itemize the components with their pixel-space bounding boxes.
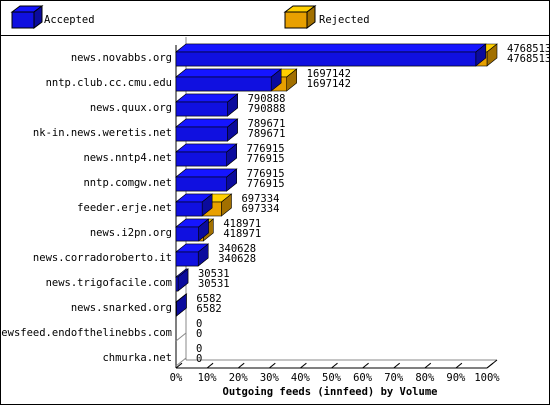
value-label: 4768513 bbox=[507, 53, 550, 65]
value-label: 6582 bbox=[196, 293, 221, 305]
bar bbox=[175, 226, 199, 242]
value-label: 1697142 bbox=[307, 68, 351, 80]
bar-top bbox=[175, 93, 239, 103]
x-tick-label: 10% bbox=[198, 372, 218, 384]
y-tick-label: news.quux.org bbox=[90, 102, 172, 114]
value-label: 790888 bbox=[248, 103, 286, 115]
bar bbox=[175, 176, 227, 192]
x-tick-label: 100% bbox=[474, 372, 500, 384]
y-tick-label: news.novabbs.org bbox=[71, 52, 172, 64]
y-tick-label: news.trigofacile.com bbox=[46, 277, 172, 289]
y-tick-label: nntp.club.cc.cmu.edu bbox=[46, 77, 172, 89]
x-tick-label: 0% bbox=[170, 372, 183, 384]
x-tick-label: 70% bbox=[384, 372, 404, 384]
legend-swatch bbox=[11, 11, 35, 29]
x-tick bbox=[393, 362, 401, 369]
bar-top bbox=[175, 43, 487, 53]
row-depth bbox=[175, 332, 187, 342]
value-label: 6582 bbox=[196, 303, 221, 315]
bar bbox=[175, 276, 179, 292]
value-label: 0 bbox=[196, 353, 202, 365]
x-tick bbox=[300, 362, 307, 369]
chart-title: Outgoing feeds (innfeed) by Volume bbox=[223, 386, 438, 398]
value-label: 0 bbox=[196, 318, 202, 330]
value-label: 4768513 bbox=[507, 43, 550, 55]
bar bbox=[175, 251, 199, 267]
value-label: 776915 bbox=[247, 143, 285, 155]
value-label: 776915 bbox=[247, 153, 285, 165]
bar bbox=[175, 76, 272, 92]
x-tick-label: 20% bbox=[229, 372, 249, 384]
bar bbox=[175, 151, 227, 167]
y-tick-label: newsfeed.endofthelinebbs.com bbox=[0, 327, 172, 339]
x-tick bbox=[237, 362, 245, 369]
bar-top bbox=[175, 118, 239, 128]
y-tick-label: nntp.comgw.net bbox=[83, 177, 172, 189]
x-tick-label: 40% bbox=[291, 372, 311, 384]
x-tick-label: 30% bbox=[260, 372, 280, 384]
y-tick-label: chmurka.net bbox=[102, 352, 172, 364]
bar bbox=[175, 201, 203, 217]
value-label: 790888 bbox=[248, 93, 286, 105]
value-label: 0 bbox=[196, 343, 202, 355]
y-tick-label: nk-in.news.weretis.net bbox=[33, 127, 172, 139]
value-label: 776915 bbox=[247, 168, 285, 180]
x-tick bbox=[175, 362, 183, 369]
y-tick-label: news.i2pn.org bbox=[90, 227, 172, 239]
legend-swatch bbox=[284, 11, 308, 29]
x-tick-label: 50% bbox=[322, 372, 342, 384]
x-tick bbox=[362, 362, 369, 369]
bar bbox=[175, 126, 228, 142]
y-tick-label: feeder.erje.net bbox=[77, 202, 172, 214]
x-tick bbox=[331, 362, 338, 369]
y-tick-label: news.corradoroberto.it bbox=[33, 252, 172, 264]
value-label: 418971 bbox=[223, 228, 261, 240]
value-label: 30531 bbox=[198, 268, 230, 280]
value-label: 340628 bbox=[218, 253, 256, 265]
x-tick bbox=[486, 362, 494, 369]
x-tick-label: 80% bbox=[415, 372, 435, 384]
bar-top bbox=[175, 143, 238, 153]
x-tick-label: 90% bbox=[446, 372, 466, 384]
value-label: 340628 bbox=[218, 243, 256, 255]
value-label: 697334 bbox=[241, 203, 279, 215]
value-label: 0 bbox=[196, 328, 202, 340]
bar-top bbox=[175, 68, 283, 78]
value-label: 789671 bbox=[248, 128, 286, 140]
value-label: 1697142 bbox=[307, 78, 351, 90]
x-tick bbox=[206, 362, 214, 369]
y-tick-label: news.snarked.org bbox=[71, 302, 172, 314]
value-label: 697334 bbox=[241, 193, 279, 205]
bar bbox=[175, 101, 228, 117]
y-tick-label: news.nntp4.net bbox=[83, 152, 172, 164]
x-tick-label: 60% bbox=[353, 372, 373, 384]
bar bbox=[175, 51, 477, 67]
x-tick bbox=[455, 362, 463, 369]
x-tick bbox=[424, 362, 432, 369]
value-label: 30531 bbox=[198, 278, 230, 290]
legend-label: Rejected bbox=[319, 14, 370, 26]
value-label: 776915 bbox=[247, 178, 285, 190]
row-depth bbox=[175, 357, 187, 367]
value-label: 418971 bbox=[223, 218, 261, 230]
legend-label: Accepted bbox=[44, 14, 95, 26]
bar-top bbox=[175, 168, 238, 178]
x-tick bbox=[268, 362, 276, 369]
value-label: 789671 bbox=[248, 118, 286, 130]
